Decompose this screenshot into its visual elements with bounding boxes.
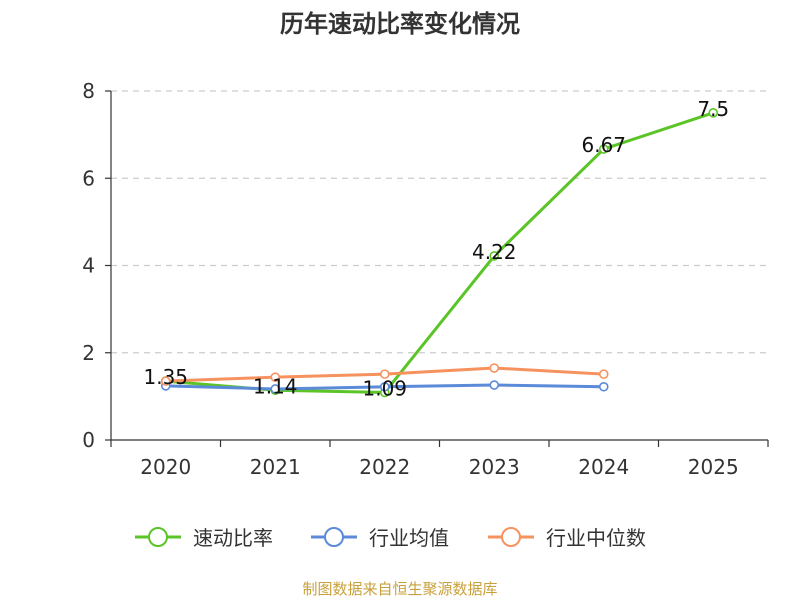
legend-item[interactable]: 速动比率 <box>135 526 273 550</box>
data-point <box>598 381 609 392</box>
data-label: 7.5 <box>697 97 729 121</box>
legend-label: 行业中位数 <box>546 526 646 550</box>
data-point <box>708 108 719 118</box>
series-1 <box>160 380 609 394</box>
data-label: 4.22 <box>472 240 517 264</box>
data-point <box>160 376 171 386</box>
data-point <box>598 369 609 379</box>
y-tick-label: 2 <box>82 341 95 365</box>
legend-label: 行业均值 <box>369 526 449 550</box>
x-tick-label: 2022 <box>359 455 410 479</box>
data-label: 1.09 <box>362 376 407 400</box>
x-tick-label: 2023 <box>469 455 520 479</box>
x-tick-label: 2021 <box>250 455 301 479</box>
legend-line-circle-icon <box>311 527 357 547</box>
data-point <box>598 144 609 154</box>
data-point <box>270 384 281 394</box>
x-tick-label: 2024 <box>578 455 629 479</box>
chart-title: 历年速动比率变化情况 <box>280 10 520 38</box>
data-label: 1.35 <box>143 365 188 389</box>
data-point <box>379 369 390 379</box>
y-tick-label: 0 <box>82 428 95 452</box>
x-tick-label: 2020 <box>140 455 191 479</box>
data-label: 6.67 <box>581 133 626 157</box>
legend-item[interactable]: 行业均值 <box>311 526 449 550</box>
data-point <box>379 381 390 392</box>
x-tick-label: 2025 <box>688 455 739 479</box>
legend-label: 速动比率 <box>193 526 273 550</box>
y-tick-label: 6 <box>82 166 95 190</box>
data-point <box>270 372 281 382</box>
y-tick-label: 8 <box>82 79 95 103</box>
data-point <box>489 380 500 390</box>
data-source-footer: 制图数据来自恒生聚源数据库 <box>302 580 498 598</box>
legend-line-circle-icon <box>488 527 534 547</box>
legend-item[interactable]: 行业中位数 <box>488 526 646 550</box>
series-line <box>165 111 714 394</box>
series-2 <box>160 363 609 386</box>
data-point <box>489 251 500 261</box>
data-point <box>489 363 500 373</box>
legend-line-circle-icon <box>135 527 181 547</box>
y-tick-label: 4 <box>82 254 95 278</box>
data-label: 1.14 <box>253 374 298 398</box>
